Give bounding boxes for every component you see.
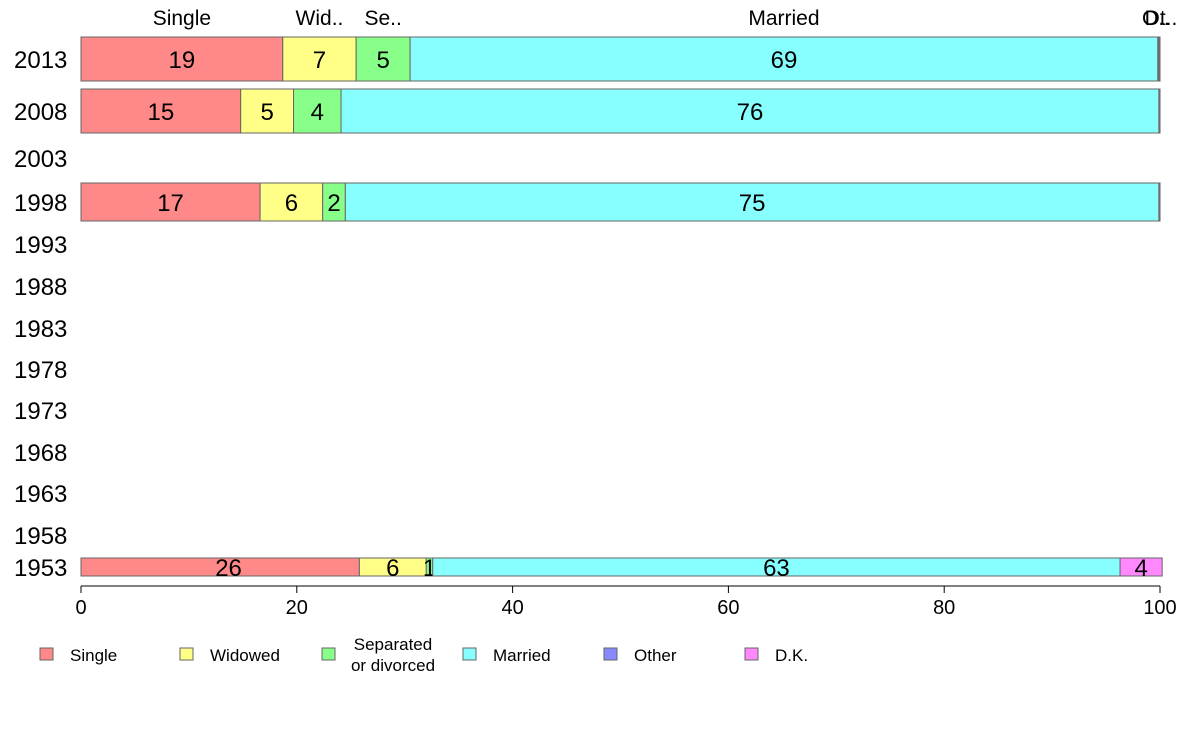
legend-label: Single [70, 646, 117, 665]
series-header-labels: Single Wid.. Se.. Married O..Dt.. [153, 7, 1178, 30]
year-label-1993: 1993 [14, 232, 67, 259]
year-label-2008: 2008 [14, 99, 67, 126]
legend: Single Widowed Separated or divorced Married… [39, 635, 808, 675]
legend-swatch [179, 647, 194, 661]
data-label-1998-widowed: 6 [285, 190, 298, 217]
bar-segment-2008-separated-or-divorced [293, 88, 342, 134]
bar-segment-1953-d-k- [1119, 557, 1163, 577]
data-label-2013-separated-or-divorced: 5 [376, 47, 389, 74]
year-label-1968: 1968 [14, 440, 67, 467]
legend-label: D.K. [775, 646, 808, 665]
year-label-1998: 1998 [14, 190, 67, 217]
year-label-1958: 1958 [14, 523, 67, 550]
legend-item-widowed: Widowed [179, 646, 280, 665]
x-tick-label-100: 100 [1143, 597, 1176, 619]
legend-swatch [462, 647, 477, 661]
data-label-2008-separated-or-divorced: 4 [311, 99, 324, 126]
year-label-1983: 1983 [14, 316, 67, 343]
series-header-other: O.. [1142, 7, 1170, 30]
x-tick-label-60: 60 [717, 597, 739, 619]
year-label-1973: 1973 [14, 398, 67, 425]
bar-segment-1998-married [344, 182, 1160, 222]
y-axis-year-labels: 2013 2008 2003 1998 1993 1988 1983 1978 1973 1968… [14, 47, 67, 582]
series-header-separated-or-divorced: Se.. [364, 7, 401, 30]
year-label-1988: 1988 [14, 274, 67, 301]
bar-segment-2013-d-k- [1158, 36, 1161, 82]
year-label-1978: 1978 [14, 357, 67, 384]
bar-segment-2008-widowed [240, 88, 295, 134]
bar-segment-2013-widowed [282, 36, 357, 82]
bar-stack-1998: 17 6 2 75 [80, 182, 1161, 222]
data-label-2013-single: 19 [169, 47, 196, 74]
legend-label-line: Separated [354, 635, 432, 654]
legend-swatch [744, 647, 759, 661]
year-label-1953: 1953 [14, 555, 67, 582]
data-label-1998-separated-or-divorced: 2 [327, 190, 340, 217]
bar-segment-2008-married [340, 88, 1160, 134]
data-label-2008-married: 76 [737, 99, 764, 126]
legend-label: Married [493, 646, 551, 665]
data-label-2013-widowed: 7 [313, 47, 326, 74]
legend-item-married: Married [462, 646, 551, 665]
series-header-single: Single [153, 7, 211, 30]
legend-swatch [603, 647, 618, 661]
bar-stack-2008: 15 5 4 76 [80, 88, 1161, 134]
bar-segment-1998-single [80, 182, 261, 222]
legend-swatch [321, 647, 336, 661]
bar-segment-2008-d-k- [1158, 88, 1161, 134]
x-axis: 0 20 40 60 80 100 [75, 585, 1177, 619]
legend-label-line: or divorced [351, 656, 435, 675]
legend-item-other: Other [603, 646, 677, 665]
data-label-1953-d-k-: 4 [1134, 555, 1147, 582]
x-tick-label-20: 20 [286, 597, 308, 619]
legend-label: Widowed [210, 646, 280, 665]
data-label-2013-married: 69 [771, 47, 798, 74]
data-label-1998-single: 17 [157, 190, 184, 217]
bar-stack-1953: 26 6 1 63 4 [80, 555, 1163, 582]
legend-label: Other [634, 646, 677, 665]
data-label-2008-single: 15 [147, 99, 174, 126]
data-label-1953-widowed: 6 [386, 555, 399, 582]
bar-segment-2008-single [80, 88, 242, 134]
data-label-1998-married: 75 [739, 190, 766, 217]
legend-swatch [39, 647, 54, 661]
bar-segment-1998-d-k- [1158, 182, 1161, 222]
x-tick-label-80: 80 [933, 597, 955, 619]
data-label-1953-single: 26 [215, 555, 242, 582]
year-label-2003: 2003 [14, 146, 67, 173]
x-tick-label-40: 40 [501, 597, 523, 619]
year-label-2013: 2013 [14, 47, 67, 74]
series-header-d-k-: Dt.. [1145, 7, 1178, 30]
bar-stack-2013: 19 7 5 69 [80, 36, 1161, 82]
data-label-2008-widowed: 5 [260, 99, 273, 126]
series-header-widowed: Wid.. [296, 7, 344, 30]
x-tick-label-0: 0 [75, 597, 86, 619]
legend-item-single: Single [39, 646, 117, 665]
series-header-married: Married [748, 7, 819, 30]
legend-item-separated-or-divorced: Separated or divorced [321, 635, 435, 675]
legend-item-d-k-: D.K. [744, 646, 808, 665]
year-label-1963: 1963 [14, 481, 67, 508]
data-label-1953-married: 63 [763, 555, 790, 582]
